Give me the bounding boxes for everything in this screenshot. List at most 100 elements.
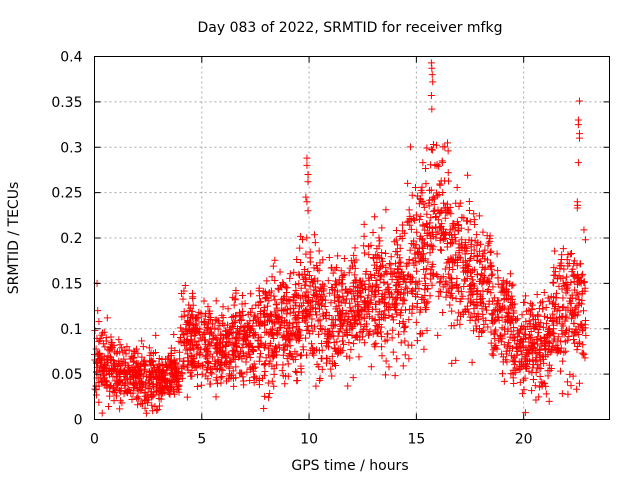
data-point	[221, 342, 229, 350]
data-point	[302, 193, 310, 201]
data-point	[385, 312, 393, 320]
data-point	[366, 298, 374, 306]
data-point	[317, 354, 325, 362]
data-point	[339, 280, 347, 288]
data-point	[145, 344, 153, 352]
data-point	[102, 381, 110, 389]
data-point	[318, 326, 326, 334]
data-point	[346, 299, 354, 307]
data-point	[372, 266, 380, 274]
data-point	[112, 360, 120, 368]
data-point	[332, 347, 340, 355]
data-point	[271, 320, 279, 328]
data-point	[582, 316, 590, 324]
data-point	[171, 347, 179, 355]
data-point	[304, 170, 312, 178]
data-point	[575, 134, 583, 142]
data-point	[300, 266, 308, 274]
data-point	[575, 97, 583, 105]
data-point	[188, 367, 196, 375]
data-point	[200, 317, 208, 325]
data-point	[95, 382, 103, 390]
data-point	[260, 372, 268, 380]
data-point	[136, 377, 144, 385]
data-point	[295, 280, 303, 288]
data-point	[167, 356, 175, 364]
data-point	[245, 350, 253, 358]
data-point	[473, 231, 481, 239]
data-point	[103, 314, 111, 322]
data-point	[281, 346, 289, 354]
data-point	[306, 282, 314, 290]
data-point	[434, 331, 442, 339]
data-point	[250, 346, 258, 354]
data-point	[295, 270, 303, 278]
data-point	[261, 306, 269, 314]
data-point	[105, 403, 113, 411]
data-point	[438, 157, 446, 165]
data-point	[214, 317, 222, 325]
data-point	[456, 199, 464, 207]
data-point	[375, 297, 383, 305]
data-point	[221, 352, 229, 360]
data-point	[362, 270, 370, 278]
data-point	[303, 327, 311, 335]
data-point	[564, 390, 572, 398]
data-point	[465, 207, 473, 215]
data-point	[313, 265, 321, 273]
data-point	[155, 395, 163, 403]
data-point	[393, 265, 401, 273]
data-point	[382, 371, 390, 379]
data-point	[439, 309, 447, 316]
data-point	[318, 291, 326, 299]
data-point	[395, 259, 403, 267]
data-point	[563, 336, 571, 344]
data-point	[95, 365, 103, 373]
data-point	[579, 349, 587, 357]
data-point	[213, 341, 221, 349]
data-point	[247, 309, 255, 317]
data-point	[243, 368, 251, 376]
data-point	[183, 340, 191, 348]
data-point	[146, 384, 154, 392]
data-point	[374, 252, 382, 260]
data-point	[378, 352, 386, 360]
data-point	[393, 248, 401, 256]
data-point	[370, 341, 378, 349]
data-point	[107, 333, 115, 341]
data-point	[303, 234, 311, 242]
data-point	[521, 409, 529, 417]
data-point	[365, 276, 373, 284]
data-point	[292, 281, 300, 289]
data-point	[309, 327, 317, 335]
data-point	[269, 331, 277, 339]
data-point	[229, 323, 237, 331]
data-point	[344, 382, 352, 390]
data-point	[227, 358, 235, 366]
data-point	[310, 286, 318, 294]
data-point	[381, 313, 389, 321]
data-point	[120, 355, 128, 363]
data-point	[290, 308, 298, 316]
data-point	[264, 345, 272, 353]
data-point	[399, 227, 407, 235]
data-point	[262, 293, 270, 301]
data-point	[351, 271, 359, 279]
data-point	[272, 300, 280, 308]
data-point	[192, 330, 200, 338]
data-point	[189, 301, 197, 309]
data-point	[256, 353, 264, 361]
y-tick-label: 0.05	[51, 367, 82, 383]
data-point	[342, 295, 350, 303]
data-point	[334, 252, 342, 260]
data-point	[340, 255, 348, 263]
data-point	[377, 328, 385, 336]
data-point	[289, 353, 297, 361]
data-point	[170, 357, 178, 365]
data-point	[374, 283, 382, 291]
data-point	[263, 277, 271, 285]
data-point	[313, 293, 321, 301]
data-point	[375, 234, 383, 242]
data-point	[198, 370, 206, 378]
data-point	[351, 316, 359, 324]
